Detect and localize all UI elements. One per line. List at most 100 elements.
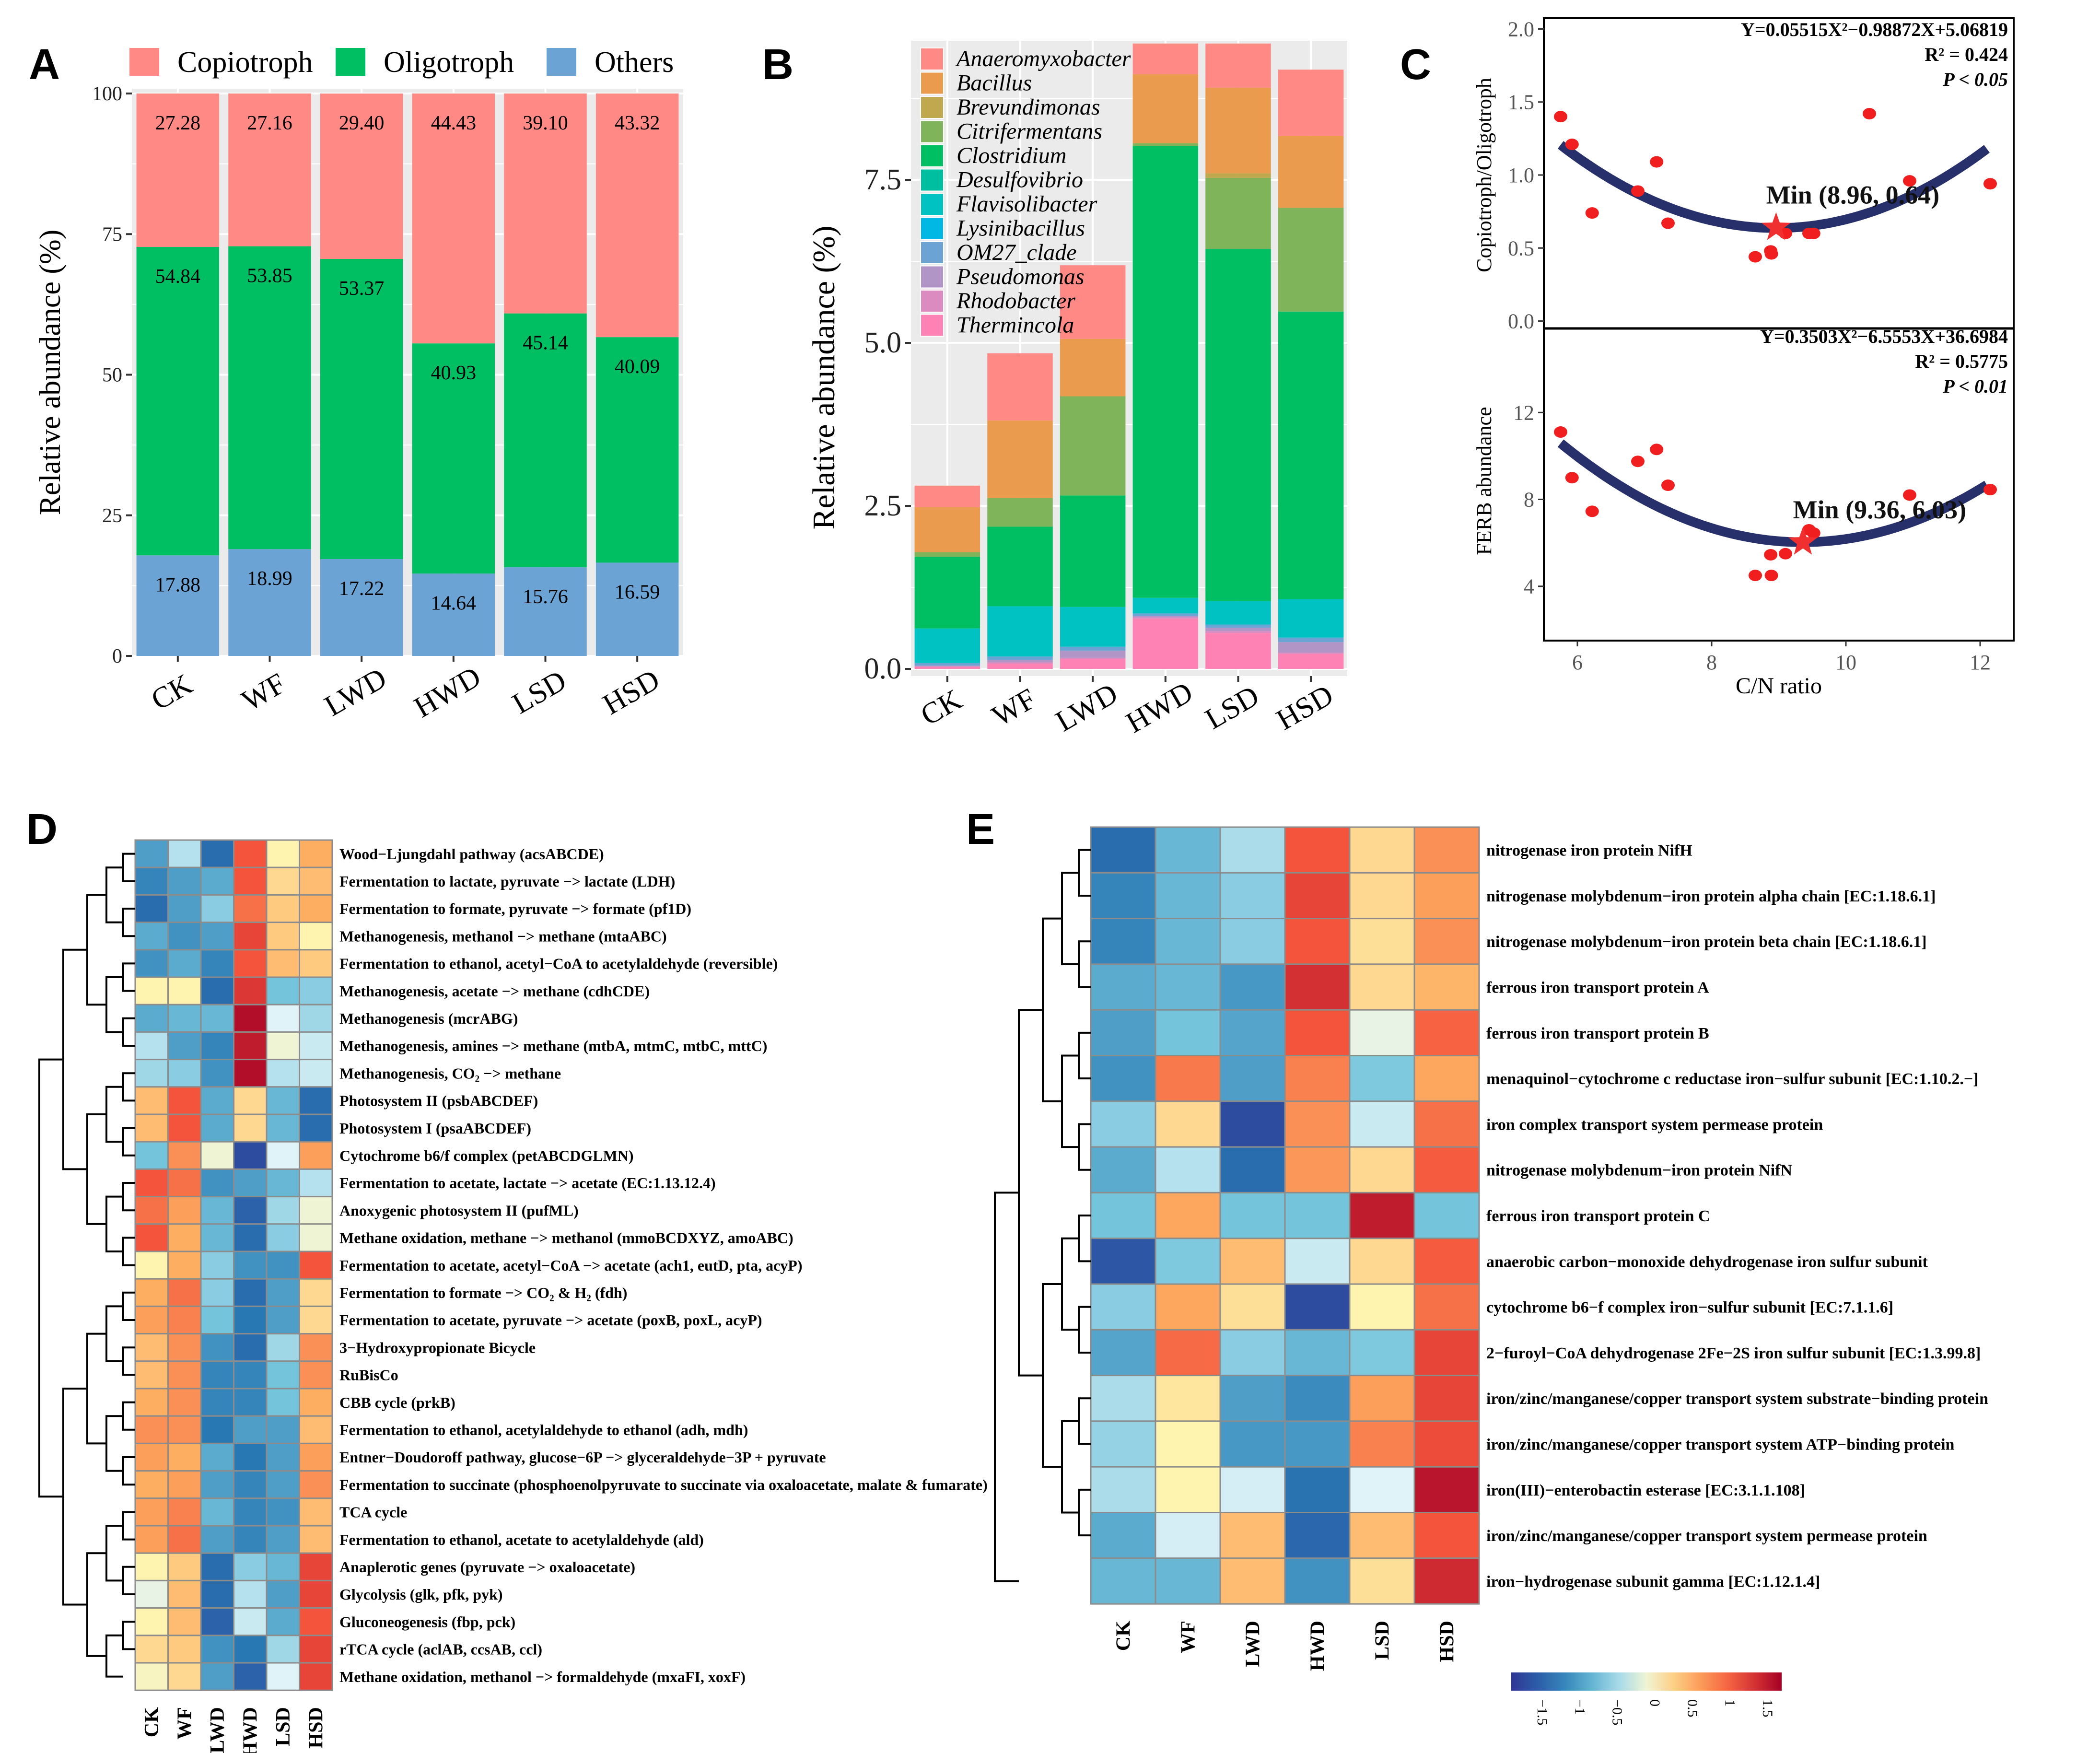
data-point [1585, 505, 1599, 517]
legend-swatch [920, 96, 944, 119]
heatmap-cell [1284, 1512, 1351, 1559]
bar-segment-flavisolibacter [1132, 597, 1199, 614]
bar-segment-anaeromyxobacter [914, 485, 980, 507]
heatmap-cell [266, 1086, 300, 1115]
heatmap-row-label: Methane oxidation, methane −> methanol (… [339, 1229, 793, 1247]
heatmap-row-label: iron/zinc/manganese/copper transport sys… [1486, 1527, 1927, 1545]
heatmap-cell [1413, 963, 1480, 1011]
colorbar-tick-label: 1 [1722, 1699, 1738, 1706]
heatmap-cell [200, 1333, 234, 1362]
heatmap-cell [200, 1059, 234, 1088]
data-point [1764, 570, 1778, 582]
heatmap-cell [167, 1470, 202, 1499]
heatmap-cell [1284, 1329, 1351, 1377]
bar-segment-flavisolibacter [1278, 599, 1344, 638]
panel-label-d: D [26, 806, 58, 853]
plot-background [132, 89, 683, 656]
heatmap-row-label: anaerobic carbon−monoxide dehydrogenase … [1486, 1253, 1928, 1271]
bar-segment-thermincola [1205, 633, 1271, 669]
heatmap-cell [1219, 1192, 1286, 1239]
heatmap-cell [233, 1635, 268, 1664]
heatmap-cell [266, 1059, 300, 1088]
heatmap-cell [1090, 1512, 1156, 1559]
bar-segment-oligotroph [504, 313, 587, 568]
p-value: P < 0.01 [1942, 375, 2008, 397]
y-tick-label: 4 [1524, 575, 1534, 598]
heatmap-column-label: HWD [1307, 1621, 1329, 1671]
data-label: 17.22 [339, 578, 385, 600]
heatmap-cell [1155, 1329, 1221, 1377]
heatmap-cell [1413, 1329, 1480, 1377]
p-value: P < 0.05 [1942, 69, 2008, 90]
heatmap-column-label: HSD [1436, 1621, 1458, 1662]
heatmap-cell [200, 1196, 234, 1225]
legend-label: Thermincola [957, 313, 1074, 338]
heatmap-cell [1090, 918, 1156, 965]
heatmap-cell [266, 1196, 300, 1225]
data-label: 18.99 [247, 568, 292, 590]
panel-label-a: A [29, 41, 60, 89]
colorbar-tick-label: 1.5 [1760, 1699, 1775, 1718]
colorbar [1511, 1672, 1782, 1691]
y-tick-label: 0.0 [864, 653, 902, 685]
heatmap-cell [134, 1662, 169, 1691]
heatmap-row-label: RuBisCo [339, 1367, 398, 1384]
heatmap-cell [134, 1086, 169, 1115]
heatmap-cell [1219, 1238, 1286, 1285]
heatmap-cell [167, 1086, 202, 1115]
bar-segment-bacillus [914, 507, 980, 552]
legend-label: Oligotroph [384, 46, 514, 79]
heatmap-cell [134, 1278, 169, 1307]
heatmap-column-label: LWD [1242, 1621, 1264, 1667]
heatmap-cell [233, 1196, 268, 1225]
legend-swatch [920, 314, 944, 337]
heatmap-cell [200, 1607, 234, 1636]
r-squared: R² = 0.424 [1925, 44, 2008, 65]
heatmap-cell [266, 1497, 300, 1527]
legend-label: Pseudomonas [956, 264, 1085, 290]
y-tick-label: 50 [102, 364, 122, 386]
bar-segment-oligotroph [228, 246, 311, 549]
heatmap-row-label: ferrous iron transport protein B [1486, 1025, 1709, 1042]
heatmap-cell [233, 1059, 268, 1088]
heatmap-cell [167, 1442, 202, 1472]
heatmap-cell [200, 1388, 234, 1417]
heatmap-cell [1349, 826, 1415, 874]
data-label: 53.85 [247, 265, 292, 287]
data-point [1661, 479, 1675, 491]
heatmap-cell [266, 1278, 300, 1307]
heatmap-cell [299, 1525, 333, 1554]
heatmap-cell [200, 922, 234, 951]
heatmap-cell [1413, 1009, 1480, 1056]
heatmap-cell [167, 1141, 202, 1170]
heatmap-cell [1284, 963, 1351, 1011]
heatmap-row-label: iron complex transport system permease p… [1486, 1116, 1823, 1134]
heatmap-cell [1284, 1375, 1351, 1422]
y-tick-label: 25 [102, 505, 122, 527]
data-point [1565, 139, 1579, 151]
heatmap-cell [1284, 1557, 1351, 1605]
heatmap-cell [1349, 1055, 1415, 1102]
heatmap-cell [266, 1004, 300, 1033]
heatmap-cell [1219, 1009, 1286, 1056]
heatmap-cell [266, 1031, 300, 1061]
legend-label: Others [595, 46, 674, 79]
heatmap-cell [1413, 1466, 1480, 1513]
heatmap-cell [134, 1004, 169, 1033]
heatmap-row-label: 3−Hydroxypropionate Bicycle [339, 1339, 536, 1356]
bar-segment-citrifermentans [1060, 396, 1126, 496]
heatmap-cell [167, 1333, 202, 1362]
x-tick-label: 12 [1970, 651, 1991, 674]
legend-label: Citrifermentans [957, 119, 1102, 144]
data-point [1749, 251, 1762, 263]
bar-segment-anaeromyxobacter [1132, 43, 1199, 74]
heatmap-cell [266, 1113, 300, 1143]
heatmap-cell [167, 1607, 202, 1636]
r-squared: R² = 0.5775 [1915, 351, 2008, 372]
heatmap-row-label: nitrogenase molybdenum−iron protein beta… [1486, 933, 1927, 951]
min-star-marker [1788, 526, 1818, 555]
heatmap-cell [1090, 1329, 1156, 1377]
legend-swatch [920, 168, 944, 192]
bar-segment-om27_clade [1278, 637, 1344, 643]
